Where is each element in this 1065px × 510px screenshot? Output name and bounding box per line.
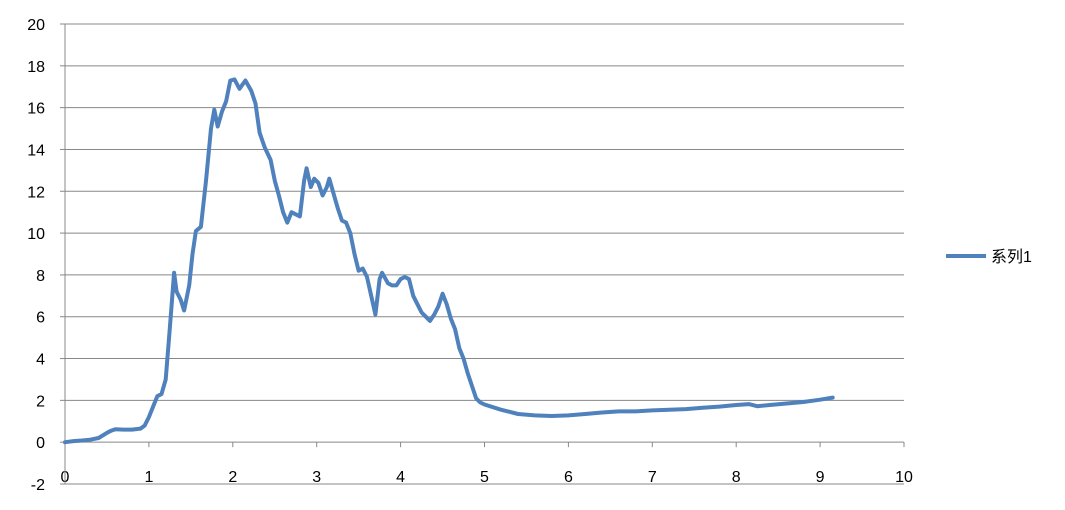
x-axis-tick-labels: 0 1 2 3 4 5 6 7 8 9 10	[61, 469, 913, 486]
x-tick-label: 5	[480, 469, 489, 486]
y-tick-label: 2	[36, 393, 45, 410]
gridlines	[60, 23, 904, 485]
x-axis-tick-marks	[64, 442, 905, 448]
legend-label-series-1: 系列1	[991, 248, 1032, 266]
y-tick-label: 8	[36, 268, 45, 285]
y-tick-label: 0	[36, 435, 45, 452]
x-tick-label: 3	[312, 469, 321, 486]
y-tick-label: 10	[27, 226, 45, 243]
y-tick-label: 4	[36, 352, 45, 369]
y-tick-label: 20	[27, 17, 45, 34]
series-1-line	[63, 77, 835, 445]
y-tick-label: 6	[36, 310, 45, 327]
y-tick-label: 14	[27, 142, 45, 159]
x-tick-label: 6	[564, 469, 573, 486]
y-tick-label: 12	[27, 184, 45, 201]
x-tick-label: 8	[732, 469, 741, 486]
x-tick-label: 2	[228, 469, 237, 486]
x-tick-label: 1	[144, 469, 153, 486]
x-tick-label: 9	[816, 469, 825, 486]
x-tick-label: 10	[895, 469, 913, 486]
x-tick-label: 7	[648, 469, 657, 486]
y-tick-label: 18	[27, 59, 45, 76]
legend: 系列1	[946, 248, 1032, 266]
y-tick-label: -2	[31, 477, 45, 494]
x-tick-label: 4	[396, 469, 405, 486]
y-tick-label: 16	[27, 101, 45, 118]
